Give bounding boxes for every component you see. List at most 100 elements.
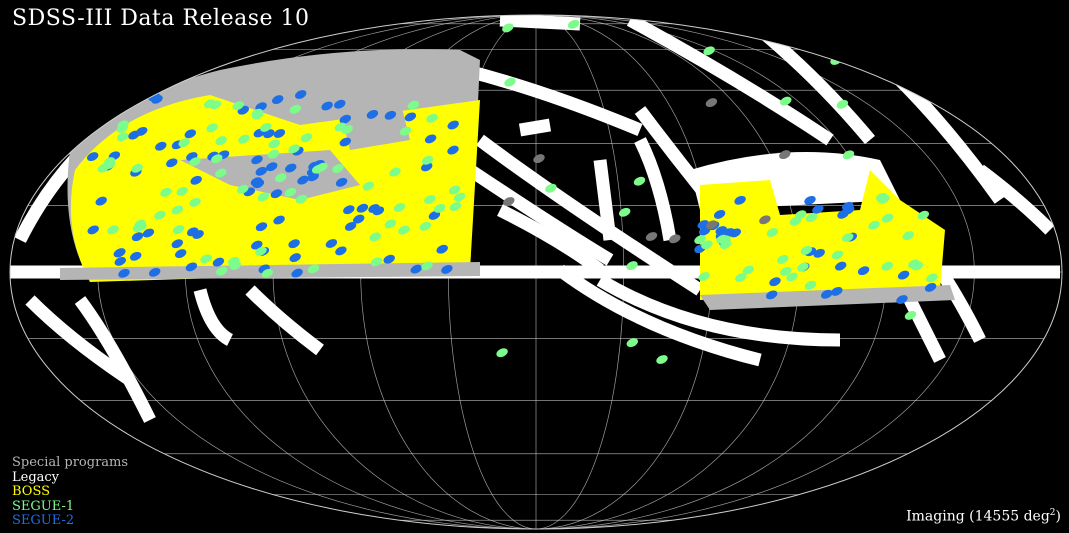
segue-2-plate bbox=[113, 248, 125, 258]
segue-2-plate bbox=[185, 262, 198, 272]
segue-1-plate bbox=[316, 162, 328, 172]
segue-2-plate bbox=[255, 166, 267, 176]
segue-2-plate bbox=[353, 214, 365, 224]
segue-1-plate bbox=[701, 240, 713, 250]
imaging-area-close: ) bbox=[1055, 509, 1061, 525]
segue-1-plate bbox=[289, 104, 301, 114]
imaging-stripe bbox=[593, 159, 617, 241]
special-plate bbox=[706, 220, 718, 230]
segue-1-plate bbox=[154, 210, 166, 220]
legend-boss: BOSS bbox=[12, 484, 51, 499]
segue-1-plate bbox=[398, 225, 410, 235]
segue-1-plate bbox=[232, 101, 244, 111]
segue-2-plate bbox=[184, 129, 196, 139]
segue-1-plate bbox=[448, 185, 461, 195]
segue-1-plate bbox=[504, 77, 516, 87]
segue-1-plate bbox=[261, 268, 274, 278]
segue-1-plate bbox=[399, 126, 412, 136]
segue-2-plate bbox=[149, 267, 161, 277]
segue-1-plate bbox=[842, 233, 854, 242]
segue-2-plate bbox=[428, 210, 441, 220]
segue-1-plate bbox=[341, 125, 353, 134]
imaging-stripe bbox=[634, 137, 677, 242]
segue-1-plate bbox=[300, 133, 313, 143]
segue-2-plate bbox=[130, 251, 142, 261]
segue-2-plate bbox=[285, 163, 297, 173]
segue-2-plate bbox=[288, 239, 300, 249]
segue-2-plate bbox=[255, 222, 268, 232]
segue-2-plate bbox=[368, 204, 380, 213]
segue-2-plate bbox=[424, 134, 437, 144]
segue-2-plate bbox=[384, 110, 397, 120]
special-plate bbox=[503, 197, 515, 206]
segue-2-plate bbox=[334, 99, 346, 109]
segue-1-plate bbox=[911, 261, 924, 271]
legend-segue-2: SEGUE-2 bbox=[12, 513, 75, 528]
imaging-stripe bbox=[74, 296, 156, 423]
segue-2-plate bbox=[410, 264, 422, 274]
segue-2-plate bbox=[295, 90, 307, 99]
imaging-stripe bbox=[497, 204, 604, 276]
segue-1-plate bbox=[917, 210, 929, 220]
segue-2-plate bbox=[250, 177, 263, 187]
segue-2-plate bbox=[251, 155, 263, 165]
segue-1-plate bbox=[362, 181, 374, 191]
segue-1-plate bbox=[257, 192, 270, 202]
segue-1-plate bbox=[426, 113, 438, 123]
segue-1-plate bbox=[789, 216, 802, 226]
segue-1-plate bbox=[117, 132, 129, 142]
special-plate bbox=[645, 232, 658, 241]
segue-1-plate bbox=[134, 219, 146, 229]
segue-2-plate bbox=[251, 240, 263, 250]
segue-1-plate bbox=[369, 232, 381, 242]
segue-2-plate bbox=[339, 114, 351, 124]
segue-1-plate bbox=[567, 19, 580, 29]
segue-2-plate bbox=[270, 189, 283, 199]
segue-2-plate bbox=[896, 295, 908, 304]
segue-1-plate bbox=[238, 134, 250, 144]
segue-2-plate bbox=[272, 95, 284, 105]
segue-1-plate bbox=[171, 205, 184, 215]
segue-1-plate bbox=[209, 100, 222, 110]
segue-1-plate bbox=[881, 213, 894, 223]
segue-1-plate bbox=[656, 355, 668, 364]
imaging-area-unit-exponent: 2 bbox=[1049, 508, 1056, 519]
segue-1-plate bbox=[206, 123, 218, 133]
segue-2-plate bbox=[325, 239, 338, 248]
segue-1-plate bbox=[189, 197, 201, 207]
special-plate bbox=[779, 150, 791, 160]
segue-1-plate bbox=[97, 163, 110, 173]
segue-1-plate bbox=[421, 261, 433, 271]
imaging-stripe bbox=[626, 15, 834, 146]
segue-2-plate bbox=[335, 177, 348, 187]
segue-1-plate bbox=[255, 246, 267, 256]
segue-2-plate bbox=[831, 286, 843, 296]
legend-legacy: Legacy bbox=[12, 469, 60, 485]
segue-1-plate bbox=[836, 99, 849, 109]
segue-1-plate bbox=[780, 266, 792, 276]
segue-2-plate bbox=[335, 246, 347, 256]
segue-2-plate bbox=[166, 158, 178, 168]
segue-1-plate bbox=[227, 256, 240, 266]
segue-2-plate bbox=[421, 162, 433, 172]
segue-1-plate bbox=[626, 261, 638, 271]
imaging-stripe bbox=[245, 285, 324, 356]
segue-2-plate bbox=[447, 120, 459, 130]
segue-1-plate bbox=[766, 228, 779, 237]
segue-1-plate bbox=[694, 235, 706, 245]
segue-2-plate bbox=[187, 227, 199, 237]
segue-2-plate bbox=[766, 290, 778, 300]
segue-1-plate bbox=[393, 203, 406, 212]
segue-2-plate bbox=[837, 209, 849, 219]
segue-1-plate bbox=[453, 192, 466, 202]
segue-1-plate bbox=[421, 155, 434, 165]
segue-2-plate bbox=[821, 289, 833, 299]
segue-1-plate bbox=[780, 96, 792, 106]
segue-1-plate bbox=[545, 183, 557, 193]
segue-1-plate bbox=[633, 176, 646, 186]
segue-1-plate bbox=[868, 220, 880, 230]
segue-1-plate bbox=[419, 221, 431, 231]
segue-1-plate bbox=[878, 194, 890, 204]
segue-2-plate bbox=[95, 196, 107, 206]
